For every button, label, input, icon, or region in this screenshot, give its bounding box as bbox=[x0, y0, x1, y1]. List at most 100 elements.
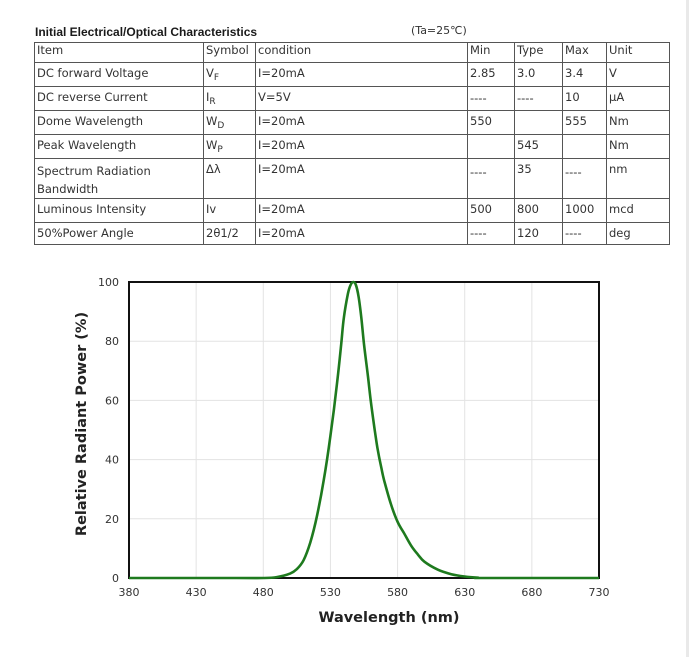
header-type: Type bbox=[514, 42, 563, 63]
table-row: Peak Wavelength WP I=20mA 545 Nm bbox=[34, 134, 670, 159]
x-tick-label: 380 bbox=[119, 586, 140, 599]
header-max: Max bbox=[562, 42, 607, 63]
table-row: Luminous Intensity Iv I=20mA 500 800 1000 mcd bbox=[34, 198, 670, 223]
header-unit: Unit bbox=[606, 42, 670, 63]
cell-max: 555 bbox=[562, 110, 607, 135]
cell-symbol: Iv bbox=[203, 198, 256, 223]
cell-type: 3.0 bbox=[514, 62, 563, 87]
cell-min: ---- bbox=[467, 86, 515, 111]
section-title: Initial Electrical/Optical Characteristi… bbox=[35, 25, 258, 39]
x-tick-label: 630 bbox=[454, 586, 475, 599]
cell-min: 2.85 bbox=[467, 62, 515, 87]
cell-item: DC forward Voltage bbox=[34, 62, 204, 87]
table-header-row: Item Symbol condition Min Type Max Unit bbox=[34, 42, 670, 63]
symbol-text: Iv bbox=[206, 202, 217, 216]
x-tick-label: 430 bbox=[186, 586, 207, 599]
header-condition: condition bbox=[255, 42, 468, 63]
cell-symbol: VF bbox=[203, 62, 256, 87]
cell-unit: μA bbox=[606, 86, 670, 111]
symbol-text: W bbox=[206, 138, 218, 152]
cell-type: 545 bbox=[514, 134, 563, 159]
table-row: DC forward Voltage VF I=20mA 2.85 3.0 3.4 V bbox=[34, 62, 670, 87]
spectrum-chart: 0 20 40 60 80 100 380 430 480 530 580 630 680 730 Wa… bbox=[74, 276, 610, 626]
x-tick-label: 530 bbox=[320, 586, 341, 599]
symbol-text: W bbox=[206, 114, 218, 128]
cell-max: 3.4 bbox=[562, 62, 607, 87]
cell-type: 35 bbox=[514, 158, 563, 199]
cell-min: 550 bbox=[467, 110, 515, 135]
spectrum-series-line bbox=[129, 280, 599, 580]
x-tick-label: 730 bbox=[589, 586, 610, 599]
cell-condition: I=20mA bbox=[255, 198, 468, 223]
symbol-subscript: R bbox=[209, 97, 216, 107]
cell-item: 50%Power Angle bbox=[34, 222, 204, 245]
cell-max: ---- bbox=[562, 158, 607, 199]
symbol-text: I bbox=[206, 90, 210, 104]
cell-min: ---- bbox=[467, 222, 515, 245]
symbol-text: V bbox=[206, 66, 214, 80]
y-tick-label: 80 bbox=[105, 335, 119, 348]
right-edge-bar bbox=[686, 0, 689, 657]
cell-max: ---- bbox=[562, 222, 607, 245]
x-tick-label: 480 bbox=[253, 586, 274, 599]
cell-symbol: IR bbox=[203, 86, 256, 111]
symbol-text: Δλ bbox=[206, 162, 221, 176]
cell-unit: nm bbox=[606, 158, 670, 199]
cell-symbol: 2θ1/2 bbox=[203, 222, 256, 245]
cell-symbol: Δλ bbox=[203, 158, 256, 199]
cell-unit: mcd bbox=[606, 198, 670, 223]
cell-unit: Nm bbox=[606, 110, 670, 135]
cell-unit: Nm bbox=[606, 134, 670, 159]
header-item: Item bbox=[34, 42, 204, 63]
cell-max bbox=[562, 134, 607, 159]
table-row: 50%Power Angle 2θ1/2 I=20mA ---- 120 ---- deg bbox=[34, 222, 670, 245]
table-row: Spectrum Radiation Bandwidth Δλ I=20mA ----… bbox=[34, 158, 670, 199]
y-tick-label: 100 bbox=[98, 276, 119, 289]
plot-area bbox=[128, 281, 600, 579]
y-tick-label: 40 bbox=[105, 454, 119, 467]
table-row: Dome Wavelength WD I=20mA 550 555 Nm bbox=[34, 110, 670, 135]
y-tick-label: 20 bbox=[105, 513, 119, 526]
cell-max: 10 bbox=[562, 86, 607, 111]
cell-min bbox=[467, 134, 515, 159]
cell-item: Luminous Intensity bbox=[34, 198, 204, 223]
y-tick-label: 60 bbox=[105, 394, 119, 407]
x-axis-label: Wavelength (nm) bbox=[318, 610, 459, 626]
cell-unit: V bbox=[606, 62, 670, 87]
cell-condition: I=20mA bbox=[255, 158, 468, 199]
cell-item: Dome Wavelength bbox=[34, 110, 204, 135]
header-symbol: Symbol bbox=[203, 42, 256, 63]
cell-min: ---- bbox=[467, 158, 515, 199]
ambient-temperature-note: (Ta=25℃) bbox=[411, 24, 467, 37]
cell-min: 500 bbox=[467, 198, 515, 223]
cell-item: Peak Wavelength bbox=[34, 134, 204, 159]
cell-max: 1000 bbox=[562, 198, 607, 223]
x-tick-label: 680 bbox=[521, 586, 542, 599]
cell-condition: I=20mA bbox=[255, 110, 468, 135]
cell-symbol: WD bbox=[203, 110, 256, 135]
y-axis-label: Relative Radiant Power (%) bbox=[74, 312, 90, 536]
cell-type: 800 bbox=[514, 198, 563, 223]
y-axis-ticks: 0 20 40 60 80 100 bbox=[98, 276, 119, 585]
x-tick-label: 580 bbox=[387, 586, 408, 599]
symbol-subscript: P bbox=[217, 145, 223, 155]
cell-type bbox=[514, 110, 563, 135]
cell-type: 120 bbox=[514, 222, 563, 245]
table-row: DC reverse Current IR V=5V ---- ---- 10 μA bbox=[34, 86, 670, 111]
cell-unit: deg bbox=[606, 222, 670, 245]
symbol-text: 2θ1/2 bbox=[206, 226, 239, 240]
header-min: Min bbox=[467, 42, 515, 63]
cell-item: DC reverse Current bbox=[34, 86, 204, 111]
symbol-subscript: F bbox=[213, 73, 220, 83]
chart-grid bbox=[128, 281, 600, 579]
cell-condition: V=5V bbox=[255, 86, 468, 111]
characteristics-table: Item Symbol condition Min Type Max Unit … bbox=[34, 42, 670, 245]
cell-condition: I=20mA bbox=[255, 62, 468, 87]
cell-type: ---- bbox=[514, 86, 563, 111]
cell-condition: I=20mA bbox=[255, 222, 468, 245]
y-tick-label: 0 bbox=[112, 572, 119, 585]
symbol-subscript: D bbox=[217, 121, 225, 131]
cell-item: Spectrum Radiation Bandwidth bbox=[34, 158, 204, 199]
cell-symbol: WP bbox=[203, 134, 256, 159]
cell-condition: I=20mA bbox=[255, 134, 468, 159]
